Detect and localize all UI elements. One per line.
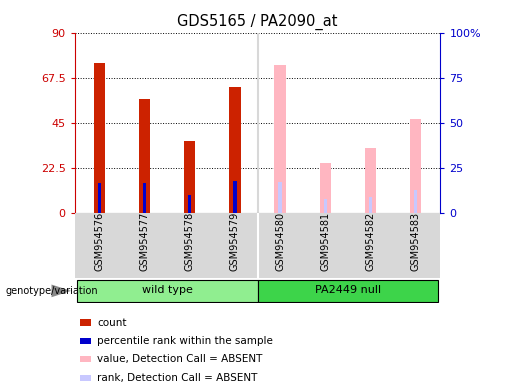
Bar <box>323 199 327 213</box>
Bar <box>233 181 236 213</box>
Bar <box>414 190 417 213</box>
Bar <box>410 119 421 213</box>
Text: GDS5165 / PA2090_at: GDS5165 / PA2090_at <box>177 13 338 30</box>
Bar <box>274 65 286 213</box>
Bar <box>369 197 372 213</box>
Bar <box>98 183 101 213</box>
Bar <box>365 148 376 213</box>
Polygon shape <box>52 285 71 297</box>
Bar <box>229 87 241 213</box>
Text: count: count <box>97 318 127 328</box>
FancyBboxPatch shape <box>258 280 438 302</box>
FancyBboxPatch shape <box>77 280 258 302</box>
Text: value, Detection Call = ABSENT: value, Detection Call = ABSENT <box>97 354 263 364</box>
Text: wild type: wild type <box>142 285 193 295</box>
Bar <box>320 162 331 213</box>
Bar <box>188 195 192 213</box>
Bar <box>139 99 150 213</box>
Text: genotype/variation: genotype/variation <box>5 286 98 296</box>
Text: rank, Detection Call = ABSENT: rank, Detection Call = ABSENT <box>97 373 258 383</box>
Bar <box>94 63 105 213</box>
Bar <box>143 183 146 213</box>
Text: PA2449 null: PA2449 null <box>315 285 381 295</box>
Bar <box>279 182 282 213</box>
Text: percentile rank within the sample: percentile rank within the sample <box>97 336 273 346</box>
Bar <box>184 141 195 213</box>
